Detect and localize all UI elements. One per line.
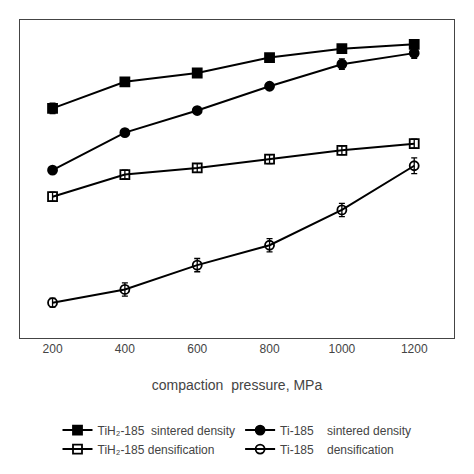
svg-text:TiH₂-185 densification: TiH₂-185 densification — [98, 443, 215, 457]
svg-text:TiH₂-185 sintered density: TiH₂-185 sintered density — [98, 424, 236, 438]
svg-text:compaction pressure, MPa: compaction pressure, MPa — [152, 377, 323, 393]
svg-text:800: 800 — [260, 342, 280, 356]
svg-text:1200: 1200 — [401, 342, 428, 356]
svg-text:Ti-185 sintered density: Ti-185 sintered density — [280, 424, 411, 438]
svg-text:600: 600 — [187, 342, 207, 356]
svg-text:Ti-185 densification: Ti-185 densification — [280, 443, 394, 457]
svg-text:200: 200 — [43, 342, 63, 356]
svg-text:1000: 1000 — [329, 342, 356, 356]
svg-text:400: 400 — [115, 342, 135, 356]
